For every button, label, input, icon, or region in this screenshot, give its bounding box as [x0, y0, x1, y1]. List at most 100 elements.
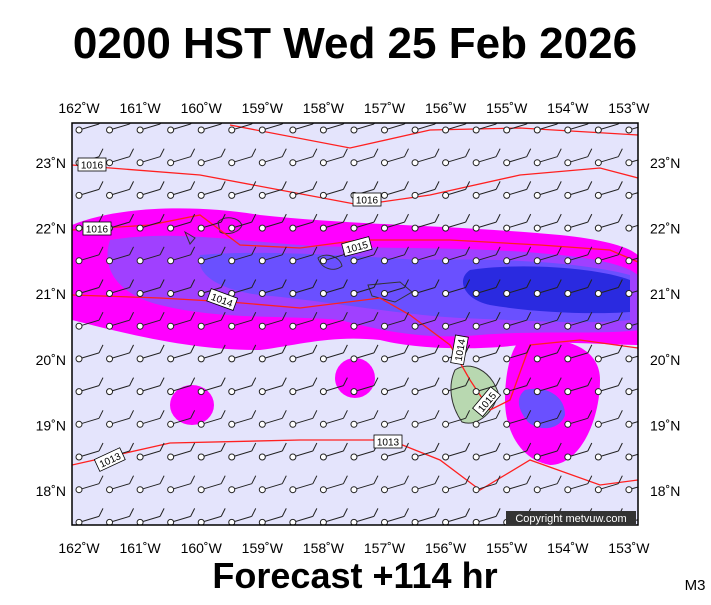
wind-barb: [381, 377, 409, 396]
wind-barb: [594, 123, 620, 134]
barb-station: [319, 191, 327, 199]
barb-station: [442, 191, 450, 199]
wind-barb: [289, 344, 318, 363]
wind-barb: [228, 344, 257, 363]
lon-label-top: 160˚W: [181, 100, 223, 116]
barb-station: [594, 355, 602, 363]
barb-station: [258, 191, 266, 199]
barb-feather: [251, 279, 257, 288]
barb-station: [258, 322, 266, 330]
barb-station: [625, 159, 633, 167]
barb-feather: [159, 213, 165, 223]
wind-barb: [503, 213, 532, 232]
barb-station: [106, 518, 114, 525]
wind-barb: [503, 344, 532, 363]
wind-barb: [472, 311, 501, 330]
wind-barb: [381, 181, 409, 199]
barb-station: [594, 126, 602, 134]
wind-barb: [136, 181, 165, 199]
barb-station: [381, 257, 388, 265]
barb-station: [167, 388, 175, 396]
wind-barb: [411, 123, 437, 134]
barb-station: [228, 257, 236, 265]
barb-feather: [526, 475, 532, 484]
barb-station: [442, 322, 450, 330]
barb-station: [75, 388, 83, 396]
barb-station: [564, 355, 572, 363]
barb-feather: [281, 344, 287, 354]
wind-barb: [167, 279, 196, 297]
wind-barb: [564, 181, 593, 199]
wind-barb: [75, 377, 104, 396]
wind-barb: [442, 442, 471, 461]
lon-label-bottom: 153˚W: [608, 540, 650, 556]
barb-feather: [190, 344, 196, 354]
barb-feather: [312, 213, 318, 223]
wind-barb: [289, 442, 318, 461]
title: 0200 HST Wed 25 Feb 2026: [73, 19, 637, 68]
wind-barb: [381, 246, 409, 265]
wind-barb: [136, 279, 165, 297]
barb-feather: [526, 377, 532, 386]
barb-feather: [617, 410, 623, 419]
barb-feather: [404, 148, 409, 157]
barb-feather: [342, 311, 348, 321]
wind-barb: [564, 344, 593, 363]
wind-barb: [350, 246, 379, 265]
barb-feather: [649, 443, 653, 451]
wind-barb: [289, 148, 318, 167]
wind-barb: [411, 181, 440, 199]
wind-barb: [472, 508, 501, 525]
barb-feather: [526, 181, 532, 190]
wind-barb: [75, 246, 104, 265]
wind-barb: [167, 442, 196, 461]
wind-barb: [258, 279, 287, 297]
barb-feather: [98, 442, 104, 452]
barb-feather: [649, 508, 653, 516]
barb-feather: [342, 410, 348, 419]
barb-station: [442, 224, 450, 232]
barb-station: [136, 290, 144, 297]
wind-barb: [442, 123, 467, 134]
barb-feather: [495, 246, 501, 256]
barb-feather: [495, 410, 501, 419]
barb-feather: [129, 148, 134, 157]
barb-station: [167, 486, 175, 494]
barb-station: [258, 126, 266, 134]
wind-barb: [594, 148, 623, 167]
barb-station: [472, 322, 480, 330]
wind-barb: [533, 123, 559, 134]
barb-feather: [312, 246, 318, 256]
wind-barb: [411, 279, 440, 297]
wind-barb: [381, 123, 406, 134]
barb-feather: [649, 378, 653, 386]
wind-barb: [106, 311, 134, 330]
barb-feather: [649, 181, 653, 189]
barb-station: [289, 453, 297, 461]
barb-feather: [617, 442, 623, 452]
wind-barb: [136, 377, 165, 396]
barb-feather: [220, 246, 226, 256]
barb-station: [289, 191, 297, 199]
barb-feather: [312, 181, 318, 190]
wind-barb: [136, 311, 165, 330]
lon-label-top: 156˚W: [425, 100, 467, 116]
barb-feather: [465, 279, 471, 288]
wind-barb: [228, 311, 257, 330]
barb-feather: [556, 213, 562, 223]
barb-feather: [495, 311, 501, 321]
barb-station: [289, 388, 297, 396]
barb-feather: [159, 148, 165, 157]
barb-feather: [587, 246, 593, 256]
barb-station: [319, 420, 327, 428]
barb-station: [503, 322, 511, 330]
barb-station: [564, 290, 572, 297]
barb-feather: [526, 213, 532, 223]
barb-feather: [373, 246, 379, 256]
wind-barb: [442, 181, 471, 199]
barb-station: [197, 388, 205, 396]
barb-station: [289, 224, 297, 232]
wind-barb: [472, 148, 501, 167]
wind-barb: [564, 475, 593, 494]
